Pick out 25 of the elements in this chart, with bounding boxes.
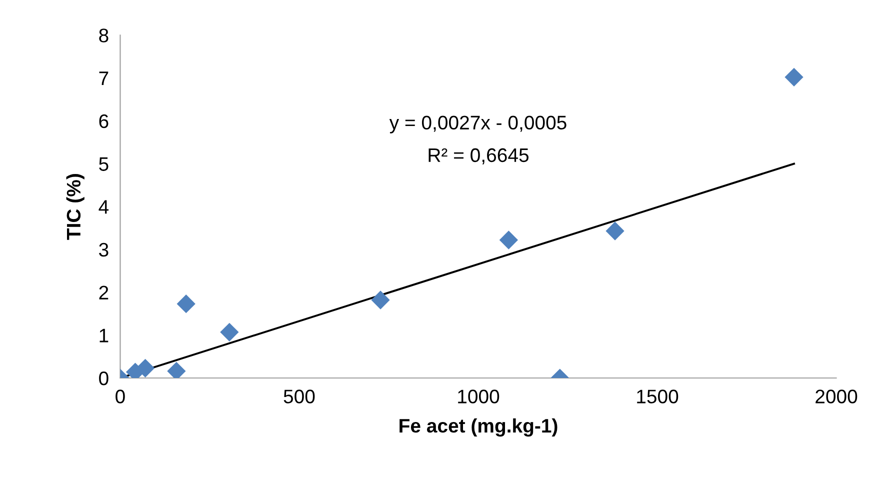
y-tick-label: 7 (99, 72, 108, 86)
y-tick-label: 1 (100, 328, 108, 342)
y-tick-label: 6 (99, 114, 108, 128)
x-tick-label: 500 (284, 390, 315, 404)
y-tick-label: 4 (98, 200, 109, 214)
point (606, 222, 624, 240)
point (499, 230, 518, 250)
annotation: R² = 0,6645 (428, 148, 529, 164)
annotation: y = 0,0027x - 0,0005 (389, 116, 566, 134)
y-tick-label: 2 (99, 286, 108, 300)
y-axis-title: TIC (%) (66, 174, 84, 240)
x-tick-label: 1000 (458, 390, 500, 404)
point (371, 290, 390, 310)
y-tick-label: 8 (99, 28, 108, 42)
y-tick-label: 0 (99, 371, 108, 386)
x-tick-label: 0 (116, 390, 125, 404)
x-tick-label: 1500 (637, 390, 678, 404)
point (220, 322, 239, 342)
y-tick-label: 3 (99, 242, 108, 257)
x-axis-title: Fe acet (mg.kg-1) (400, 418, 558, 437)
y-tick-label: 5 (99, 157, 108, 171)
point (176, 294, 196, 314)
point (167, 362, 186, 378)
point (784, 68, 804, 86)
x-tick-label: 2000 (816, 390, 858, 404)
